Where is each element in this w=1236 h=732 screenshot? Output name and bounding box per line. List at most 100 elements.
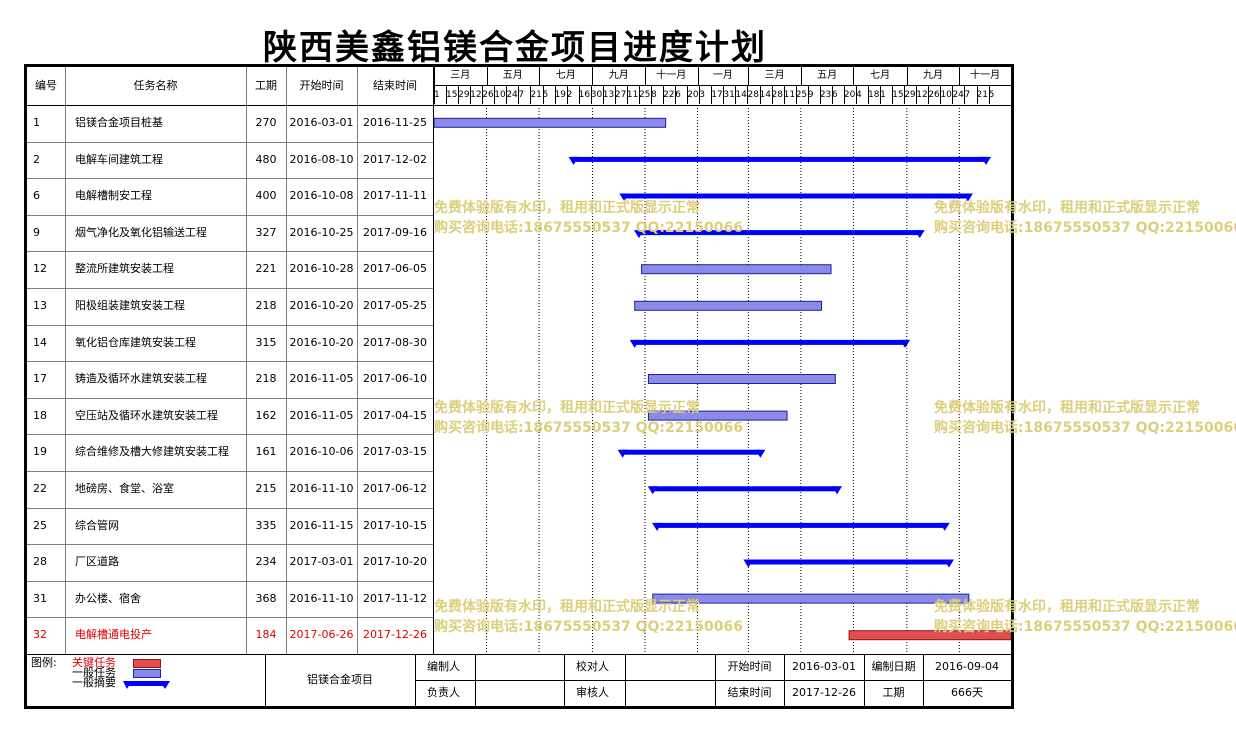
legend-critical: 关键任务 [72,657,116,669]
summary-bar[interactable] [748,559,949,565]
task-end: 2017-10-15 [363,518,427,532]
day-tick-label: 28 [747,90,759,100]
day-tick-label: 26 [928,90,940,100]
footer-divider [864,654,865,706]
column-divider [246,67,247,654]
month-label: 九月 [608,70,629,81]
day-tick-divider [723,86,725,104]
summary-bar[interactable] [622,449,761,455]
day-tick-divider [747,86,749,104]
row-divider [27,141,434,143]
day-tick-divider [590,86,592,104]
task-name: 综合维修及槽大修建筑安装工程 [75,445,229,459]
summary-bar[interactable] [652,486,838,492]
footer-editor-label: 编制人 [427,660,460,673]
day-tick-divider [904,86,906,104]
day-tick-divider [892,86,894,104]
footer-divider [784,654,785,706]
task-name: 烟气净化及氧化铝输送工程 [75,225,207,239]
summary-bar[interactable] [624,193,968,199]
critical-task-bar[interactable] [848,630,1011,641]
day-tick-label: 6 [831,90,838,100]
day-tick-divider [651,86,653,104]
footer-project: 铝镁合金项目 [307,673,373,686]
month-divider [486,67,488,85]
general-task-bar[interactable] [434,117,667,128]
day-tick-divider [831,86,833,104]
task-name: 电解槽通电投产 [75,628,152,642]
task-duration: 270 [255,116,277,129]
task-end: 2017-08-30 [363,335,427,349]
month-divider [906,67,908,85]
day-tick-label: 3 [699,90,705,100]
task-duration: 234 [255,555,277,569]
task-end: 2017-11-11 [363,189,427,203]
task-end: 2017-12-02 [363,152,427,166]
legend-critical-swatch [133,659,161,668]
row-divider [27,397,434,399]
day-tick-divider [602,86,604,104]
day-tick-label: 24 [952,90,964,100]
legend-general: 一般任务 [72,667,116,679]
row-divider [27,251,434,253]
summary-bar-end [633,230,644,239]
day-tick-label: 10 [940,90,952,100]
day-tick-label: 2 [566,90,573,100]
day-tick-divider [458,86,460,104]
day-tick-divider [964,86,966,104]
task-no: 2 [33,152,40,166]
task-end: 2017-06-05 [363,262,427,276]
general-task-bar[interactable] [647,410,788,421]
day-tick-divider [819,86,821,104]
row-divider [27,580,434,582]
task-start: 2016-08-10 [289,152,354,166]
day-tick-divider [506,86,508,104]
gantt-frame: 编号 任务名称 工期 开始时间 结束时间 三月 五月 七月 九月 十一月 一月 三月 五月 七月 九月 十一月… [24,64,1014,709]
task-no: 18 [33,408,47,422]
day-tick-divider [614,86,616,104]
general-task-bar[interactable] [652,593,970,604]
task-duration: 218 [255,299,277,312]
task-duration: 368 [255,591,277,605]
day-tick-divider [675,86,677,104]
day-tick-label: 29 [458,90,470,100]
footer-divider [475,654,476,706]
day-tick-label: 7 [518,90,525,100]
summary-bar-end [962,193,973,202]
task-end: 2017-04-15 [363,408,427,422]
summary-bar-end [568,156,579,165]
summary-bar[interactable] [638,230,920,236]
chart-left-border [433,67,434,654]
general-task-bar[interactable] [641,264,832,275]
summary-bar[interactable] [657,522,945,528]
footer-duration-value: 666天 [951,686,983,699]
day-tick-label: 14 [735,90,747,100]
month-divider [644,67,646,85]
month-label: 一月 [712,70,733,81]
day-tick-label: 5 [988,90,995,100]
footer-date-label: 编制日期 [871,660,916,673]
task-no: 12 [33,262,47,276]
day-tick-label: 15 [446,90,458,100]
column-divider [65,67,66,654]
summary-bar-end [832,486,843,495]
task-start: 2016-10-06 [289,445,354,459]
page-title: 陕西美鑫铝镁合金项目进度计划 [263,28,767,68]
task-start: 2016-11-10 [289,591,354,605]
task-start: 2016-03-01 [289,116,354,129]
task-no: 1 [33,116,40,129]
day-tick-label: 29 [904,90,916,100]
footer-editor-value [475,654,564,680]
general-task-bar[interactable] [647,374,836,384]
footer-checker-label: 校对人 [576,660,609,673]
footer-start-label: 开始时间 [727,660,772,673]
month-divider [539,67,541,85]
general-task-bar[interactable] [634,300,823,311]
task-no: 22 [33,482,47,495]
footer-owner-label: 负责人 [427,686,460,699]
task-no: 14 [33,335,47,349]
footer-divider [923,654,924,706]
summary-bar[interactable] [634,339,906,345]
summary-bar[interactable] [573,156,987,162]
row-divider [27,434,434,436]
